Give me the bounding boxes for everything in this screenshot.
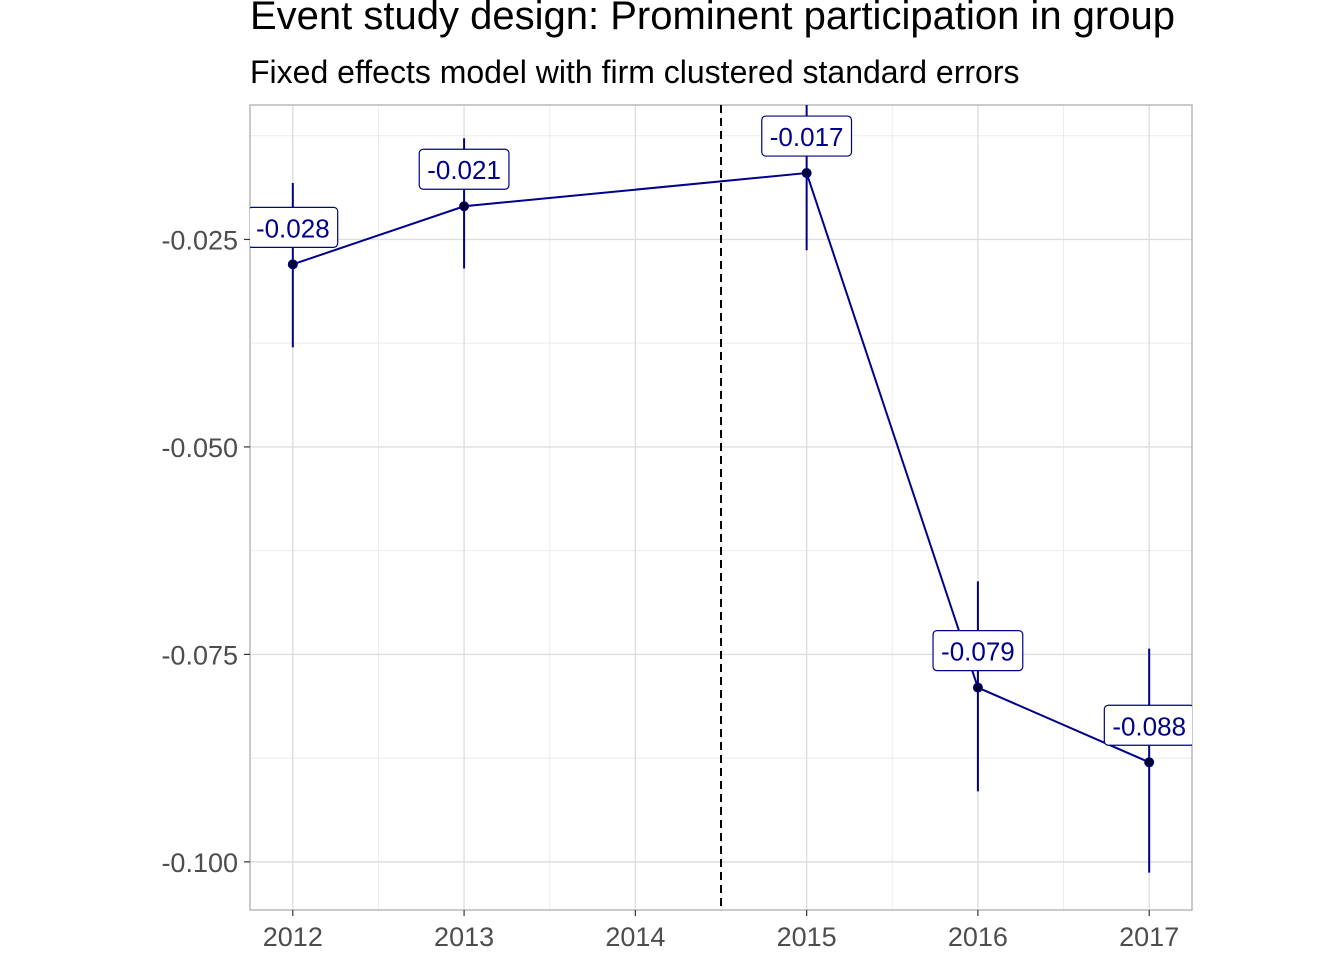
- data-label-text: -0.028: [256, 213, 330, 243]
- x-tick-label: 2013: [434, 922, 494, 952]
- data-label-box: [1103, 704, 1192, 746]
- x-tick-label: 2016: [948, 922, 1008, 952]
- data-label: -0.079: [932, 629, 1024, 672]
- x-tick-label: 2014: [605, 922, 665, 952]
- chart-title: Event study design: Prominent participat…: [250, 0, 1175, 38]
- data-point: [459, 201, 470, 212]
- data-label: -0.017: [761, 115, 853, 157]
- x-tick-label: 2017: [1119, 922, 1179, 952]
- data-label-text: -0.079: [941, 637, 1015, 667]
- data-label-text: -0.017: [770, 122, 844, 152]
- y-tick-label: -0.075: [161, 640, 238, 670]
- x-tick-label: 2015: [777, 922, 837, 952]
- data-point: [287, 259, 298, 270]
- data-point: [801, 168, 812, 179]
- plot-layer: -0.028 -0.021 -0.017 -0.079 -0.088: [250, 105, 1192, 910]
- data-point: [1144, 757, 1155, 768]
- data-label-box: [250, 206, 339, 248]
- data-label: -0.088: [1103, 704, 1192, 746]
- y-tick-label: -0.100: [161, 848, 238, 878]
- y-tick-label: -0.025: [161, 225, 238, 255]
- data-label-box: [418, 148, 510, 190]
- data-point: [972, 682, 983, 693]
- x-tick-label: 2012: [263, 922, 323, 952]
- data-label: -0.021: [418, 148, 510, 190]
- data-label-text: -0.021: [427, 155, 501, 185]
- data-label: -0.028: [250, 206, 339, 248]
- data-label-box: [932, 629, 1024, 672]
- data-label-text: -0.088: [1112, 711, 1186, 741]
- chart-subtitle: Fixed effects model with firm clustered …: [250, 54, 1020, 90]
- data-label-box: [761, 115, 853, 157]
- y-tick-label: -0.050: [161, 433, 238, 463]
